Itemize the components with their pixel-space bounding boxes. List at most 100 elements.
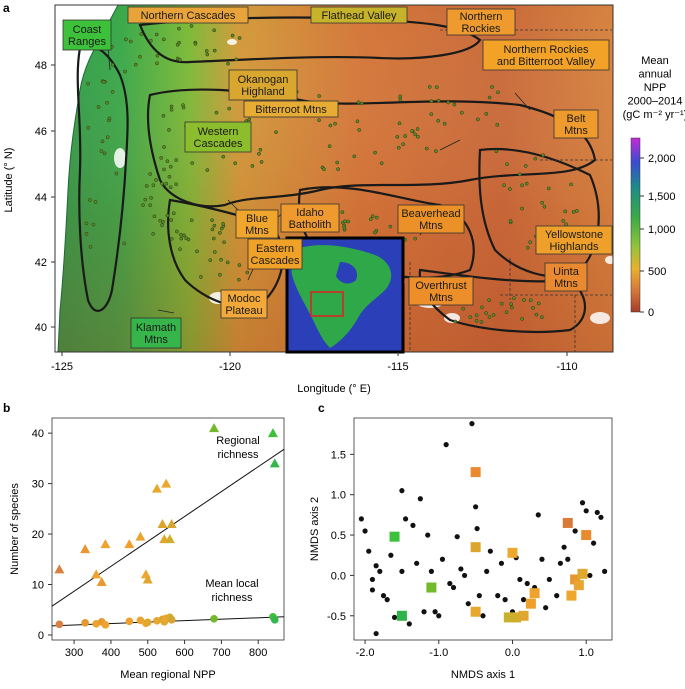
sample-site [397,121,402,126]
chart-c-x-tick-label: 0.0 [505,647,520,659]
sample-site [144,184,149,188]
sample-site [524,181,529,186]
sample-site [164,181,169,186]
sample-site [161,37,166,42]
colorbar-title-line: (gC m⁻² yr⁻¹) [623,109,685,121]
sample-site [452,102,457,107]
local-point [125,617,134,626]
region-point [470,542,481,553]
sample-site [84,221,89,226]
sample-site [484,111,489,116]
sample-site [221,221,225,226]
region-label-text: Highland [241,86,284,98]
sample-site [219,257,223,262]
sample-site [499,301,504,306]
sample-sites [84,24,579,324]
sample-site [139,32,144,36]
region-label-text: Mtns [245,225,269,237]
map-xlabel: Longitude (° E) [297,383,371,395]
site-point [391,614,398,620]
sample-site [517,172,522,177]
sample-site [171,211,176,216]
sample-site [245,270,250,275]
map-y-tick-label: 40 [35,322,47,334]
sample-site [87,198,92,202]
sample-site [250,164,255,168]
map-y-tick-label: 44 [35,192,47,204]
region-label-text: Batholith [289,219,332,231]
sample-site [491,312,496,317]
sample-site [476,117,480,122]
sample-site [533,156,538,161]
sample-site [540,315,544,320]
sample-site [484,311,488,315]
sample-site [227,106,232,111]
region-label-text: Bitterroot Mtns [255,104,327,116]
chart-c-y-tick-label: 0.5 [331,530,346,542]
colorbar-scale [630,137,641,313]
local-point [270,616,279,624]
sample-site [151,231,156,236]
site-point [498,560,505,566]
colorbar-ticks: 0 500 1,000 1,500 2,000 [640,153,676,319]
sample-site [226,61,230,66]
sample-site [442,121,447,126]
local-point [143,618,152,627]
site-point [388,552,394,558]
site-point [447,580,453,587]
sample-site [105,135,110,140]
chart-b-y-tick-label: 40 [32,428,44,440]
sample-site [210,227,215,232]
colorbar-tick-label: 2,000 [648,153,676,165]
site-point [458,566,464,572]
region-label-box [408,276,474,306]
sample-site [222,240,226,245]
regional-point [166,518,177,528]
sample-site [436,98,441,103]
sample-site [174,158,179,162]
sample-site [259,160,264,164]
sample-site [546,186,551,191]
chart-b-x-tick-label: 800 [249,647,267,659]
sample-site [148,203,153,208]
region-label: Flathead Valley [310,6,408,24]
site-point [399,568,405,574]
site-point [421,609,427,615]
sample-site [233,161,238,166]
sample-site [165,213,170,218]
region-label-box [243,100,339,118]
chart-b-y-tick-label: 0 [38,630,44,642]
map-y-tick-label: 48 [35,60,47,72]
chart-c-x-tick-label: 1.0 [579,647,594,659]
region-label-text: Overthrust [415,280,466,292]
region-label-box [310,6,408,24]
sample-site [317,118,321,123]
site-point [450,584,457,591]
map-y-tick-label: 46 [35,126,47,138]
sample-site [258,147,263,152]
sample-site [133,62,138,67]
region-label-text: Mtns [429,292,453,304]
sample-site [237,277,241,282]
region-point [507,547,518,558]
sample-site [212,28,217,33]
regional-point [164,534,175,544]
sample-site [571,210,576,214]
sample-site [561,218,566,223]
region-label-text: Ranges [68,36,106,48]
sample-site [189,218,194,223]
chart-c-y-tick-label: -0.5 [327,611,346,623]
sample-site [161,113,166,118]
regional-point [140,569,151,579]
sample-site [453,319,458,324]
sample-site [195,249,199,254]
region-label-text: Plateau [225,305,262,317]
sample-site [107,116,112,121]
region-point [525,598,536,609]
